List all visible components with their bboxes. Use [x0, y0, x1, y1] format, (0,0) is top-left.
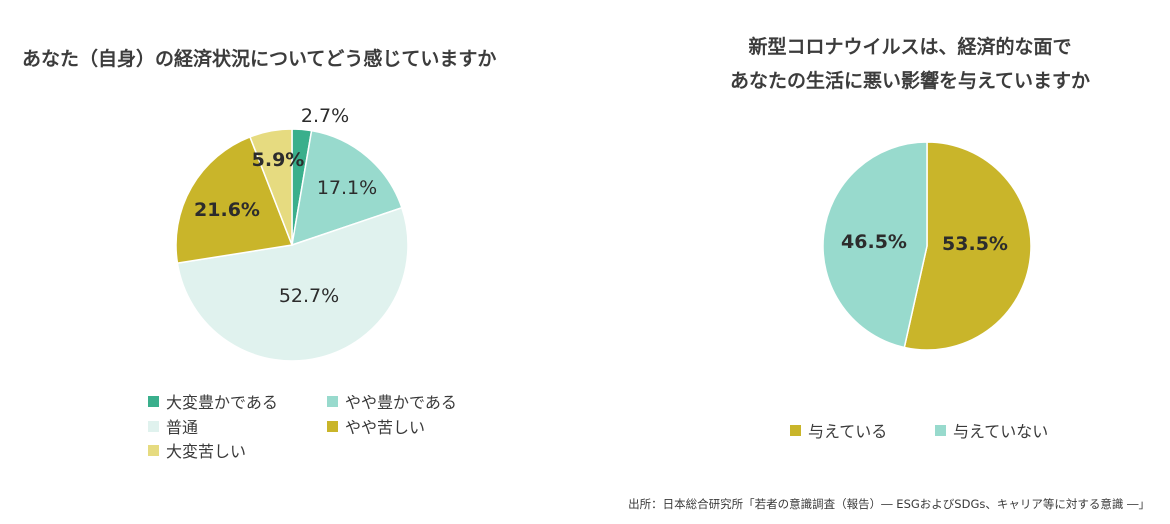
slice-value-label: 46.5% — [841, 231, 907, 253]
legend-label: 大変豊かである — [166, 393, 278, 412]
pie-slice — [822, 141, 928, 349]
legend-label: 普通 — [166, 418, 199, 437]
pie-slice — [176, 206, 409, 362]
slice-value-label: 21.6% — [194, 199, 260, 221]
chart2-title: 新型コロナウイルスは、経済的な面で あなたの生活に悪い影響を与えていますか — [700, 30, 1120, 98]
pie-slice — [249, 128, 293, 246]
slice-value-label: 52.7% — [279, 285, 339, 307]
legend-label: 与えていない — [953, 422, 1049, 441]
legend-label: やや苦しい — [345, 418, 426, 437]
pie-slice — [903, 141, 1032, 351]
legend-swatch — [790, 424, 801, 436]
legend-item: 大変苦しい — [148, 438, 246, 462]
legend-item: 大変豊かである — [148, 389, 278, 413]
legend-item: 与えていない — [935, 418, 1048, 442]
legend-label: 大変苦しい — [166, 442, 247, 461]
legend-swatch — [148, 420, 159, 432]
legend-swatch — [327, 395, 338, 407]
legend-item: 与えている — [790, 418, 887, 442]
pie-slice — [175, 135, 294, 265]
legend-swatch — [148, 395, 159, 407]
legend-label: 与えている — [808, 422, 888, 441]
source-note: 出所：日本総合研究所「若者の意識調査（報告）― ESGおよびSDGs、キャリア等… — [628, 497, 1150, 511]
chart2-title-line1: 新型コロナウイルスは、経済的な面で — [748, 36, 1072, 58]
legend-swatch — [148, 444, 159, 456]
legend-swatch — [935, 424, 946, 436]
legend-item: 普通 — [148, 414, 198, 438]
legend-item: やや豊かである — [327, 389, 457, 413]
slice-value-label: 5.9% — [252, 149, 305, 171]
slice-value-label: 17.1% — [317, 177, 377, 199]
legend-item: やや苦しい — [327, 414, 425, 438]
slice-value-label: 2.7% — [301, 105, 349, 127]
chart2-title-line2: あなたの生活に悪い影響を与えていますか — [729, 70, 1091, 92]
chart1-title: あなた（自身）の経済状況についてどう感じていますか — [22, 48, 497, 70]
legend-label: やや豊かである — [345, 393, 457, 412]
legend-swatch — [327, 420, 338, 432]
slice-value-label: 53.5% — [942, 233, 1008, 255]
